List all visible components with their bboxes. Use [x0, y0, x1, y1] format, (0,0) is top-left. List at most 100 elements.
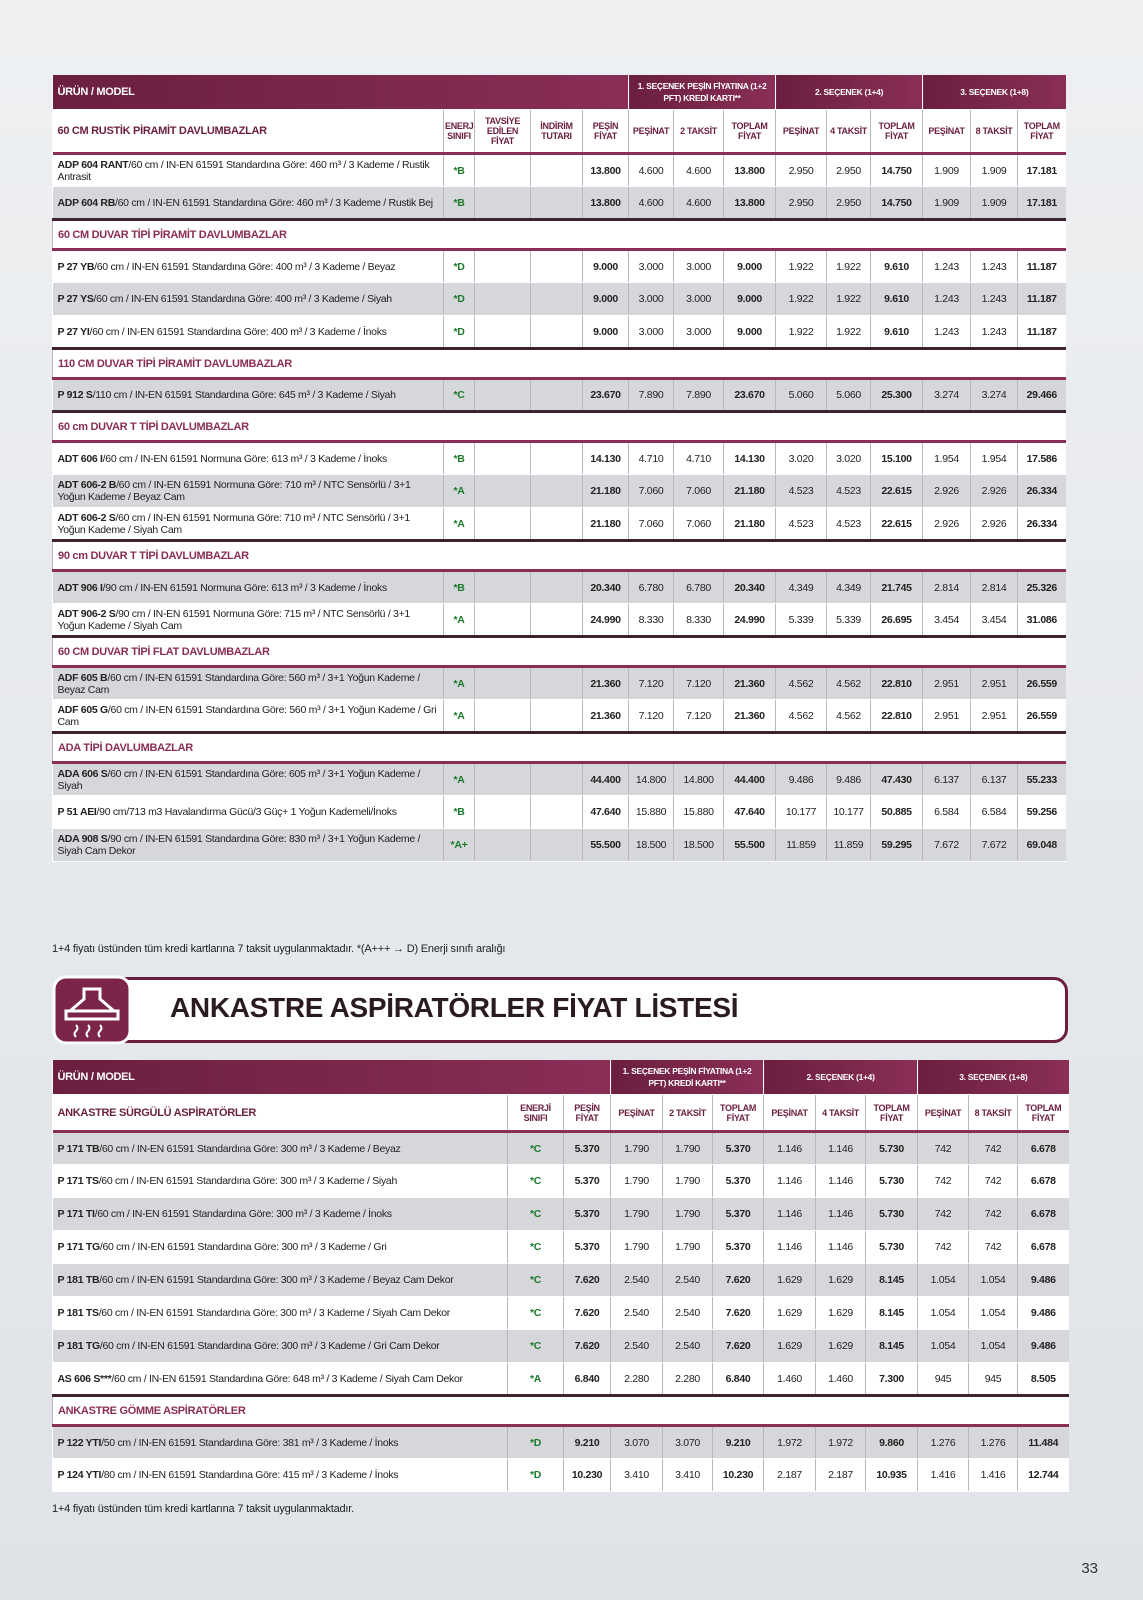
model-cell: AS 606 S***/60 cm / IN-EN 61591 Standard…	[52, 1362, 508, 1396]
empty-cell	[530, 315, 583, 349]
empty-cell	[474, 699, 531, 733]
section-row: 110 CM DUVAR TİPİ PİRAMİT DAVLUMBAZLAR	[51, 347, 1066, 380]
price: 5.370	[562, 1230, 611, 1264]
price: 2.540	[610, 1329, 663, 1363]
price: 1.146	[815, 1197, 866, 1231]
section-title: 60 CM DUVAR TİPİ PİRAMİT DAVLUMBAZLAR	[51, 218, 1066, 251]
price: 22.810	[870, 666, 923, 700]
column-header: PEŞİNAT	[763, 1094, 816, 1133]
price: 4.523	[775, 474, 827, 508]
model-cell: ADT 606-2 B/60 cm / IN-EN 61591 Normuna …	[52, 474, 444, 508]
price: 7.060	[628, 474, 674, 508]
price: 9.000	[581, 282, 629, 316]
price: 5.370	[712, 1164, 764, 1198]
product-row: P 171 TB/60 cm / IN-EN 61591 Standardına…	[52, 1131, 1069, 1165]
model-code: P 27 YB	[57, 260, 95, 273]
header-cell: ÜRÜN / MODEL	[52, 1060, 611, 1095]
price: 4.349	[775, 570, 827, 604]
model-cell: P 27 YS/60 cm / IN-EN 61591 Standardına …	[52, 282, 444, 316]
price: 14.800	[628, 762, 674, 796]
product-row: P 171 TS/60 cm / IN-EN 61591 Standardına…	[52, 1164, 1069, 1198]
price: 2.280	[610, 1362, 663, 1396]
model-desc: /50 cm / IN-EN 61591 Standardına Göre: 3…	[101, 1436, 399, 1449]
energy-class: *C	[507, 1131, 564, 1165]
price: 9.000	[723, 315, 776, 349]
price: 7.672	[922, 828, 971, 862]
empty-cell	[474, 795, 531, 829]
price: 17.586	[1017, 441, 1066, 475]
price: 1.054	[917, 1329, 969, 1363]
empty-cell	[530, 762, 583, 796]
column-header: PEŞİNAT	[922, 109, 971, 155]
section-title: 110 CM DUVAR TİPİ PİRAMİT DAVLUMBAZLAR	[51, 347, 1066, 380]
price: 1.790	[610, 1164, 663, 1198]
price: 2.187	[815, 1458, 866, 1492]
product-row: P 27 YB/60 cm / IN-EN 61591 Standardına …	[52, 249, 1066, 283]
price: 2.950	[775, 153, 827, 187]
price: 1.460	[815, 1362, 866, 1396]
price: 7.120	[673, 666, 724, 700]
model-desc: /60 cm / IN-EN 61591 Standardına Göre: 3…	[98, 1175, 398, 1187]
product-row: P 51 AEI/90 cm/713 m3 Havalandırma Gücü/…	[52, 795, 1066, 829]
product-row: P 181 TG/60 cm / IN-EN 61591 Standardına…	[52, 1329, 1069, 1363]
energy-class: *B	[443, 795, 475, 829]
price: 21.180	[581, 474, 629, 508]
empty-cell	[474, 828, 531, 862]
price: 12.744	[1017, 1458, 1069, 1492]
product-row: P 27 YI/60 cm / IN-EN 61591 Standardına …	[52, 315, 1066, 349]
section-title: ANKASTRE SÜRGÜLÜ ASPİRATÖRLER	[52, 1094, 508, 1133]
price: 14.750	[870, 153, 923, 187]
section-title: 90 cm DUVAR T TİPİ DAVLUMBAZLAR	[51, 539, 1066, 572]
price: 8.505	[1017, 1362, 1069, 1396]
model-desc: /60 cm / IN-EN 61591 Standardına Göre: 6…	[111, 1372, 463, 1385]
price: 7.620	[562, 1263, 611, 1297]
empty-cell	[474, 441, 531, 475]
model-code: P 27 YI	[57, 325, 90, 338]
price: 14.750	[870, 186, 923, 220]
model-cell: P 171 TG/60 cm / IN-EN 61591 Standardına…	[52, 1230, 508, 1264]
energy-class: *B	[443, 441, 475, 475]
price: 6.840	[562, 1362, 611, 1396]
price: 1.629	[763, 1296, 816, 1330]
price: 6.137	[970, 762, 1018, 796]
empty-cell	[474, 378, 531, 412]
price: 7.620	[562, 1296, 611, 1330]
price: 14.130	[723, 441, 776, 475]
model-desc: /60 cm / IN-EN 61591 Standardına Göre: 5…	[57, 671, 421, 696]
price: 7.890	[673, 378, 724, 412]
model-desc: /60 cm / IN-EN 61591 Standardına Göre: 4…	[57, 158, 430, 183]
model-code: ADP 604 RB	[57, 196, 116, 209]
price: 44.400	[723, 762, 776, 796]
price: 5.730	[865, 1230, 918, 1264]
price: 13.800	[723, 186, 776, 220]
price: 5.370	[712, 1230, 764, 1264]
price: 5.730	[865, 1164, 918, 1198]
empty-cell	[530, 828, 583, 862]
price: 8.145	[865, 1263, 918, 1297]
energy-class: *A	[443, 762, 475, 796]
price: 1.909	[922, 186, 971, 220]
price: 4.600	[673, 186, 724, 220]
empty-cell	[530, 378, 583, 412]
price: 1.972	[815, 1425, 866, 1459]
model-cell: P 181 TB/60 cm / IN-EN 61591 Standardına…	[52, 1263, 508, 1297]
empty-cell	[474, 507, 531, 541]
price: 9.210	[712, 1425, 764, 1459]
price: 44.400	[581, 762, 629, 796]
empty-cell	[530, 474, 583, 508]
model-desc: /60 cm / IN-EN 61591 Standardına Göre: 3…	[99, 1142, 401, 1155]
price: 5.370	[562, 1131, 611, 1165]
price: 59.295	[870, 828, 923, 862]
price: 1.276	[917, 1425, 969, 1459]
energy-class: *A	[443, 603, 475, 637]
product-row: ADT 606 I/60 cm / IN-EN 61591 Normuna Gö…	[52, 441, 1066, 475]
empty-cell	[530, 699, 583, 733]
energy-class: *C	[507, 1296, 564, 1330]
column-header-row: ANKASTRE SÜRGÜLÜ ASPİRATÖRLER ENERJİ SINI…	[52, 1094, 1069, 1133]
price: 1.909	[922, 153, 971, 187]
empty-cell	[530, 507, 583, 541]
product-row: P 181 TS/60 cm / IN-EN 61591 Standardına…	[52, 1296, 1069, 1330]
column-header: PEŞİNAT	[610, 1094, 663, 1133]
price: 742	[968, 1197, 1018, 1231]
price: 5.339	[775, 603, 827, 637]
